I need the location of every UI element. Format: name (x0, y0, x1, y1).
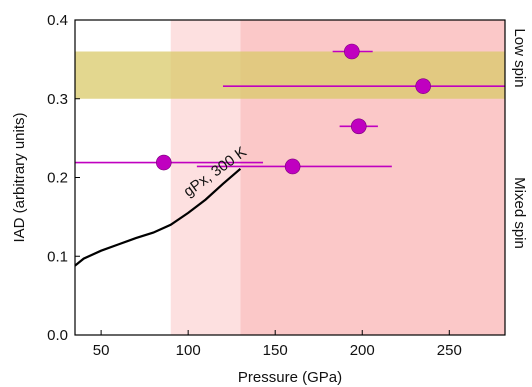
data-point-3 (350, 118, 367, 135)
x-tick-label: 100 (176, 342, 201, 359)
mixed-spin-label: Mixed spin (511, 177, 528, 249)
data-point-0 (155, 154, 172, 171)
data-point-4 (415, 78, 431, 94)
shaded-iad-band-2 (75, 51, 505, 99)
y-tick-label: 0.2 (47, 170, 68, 187)
data-point-1 (284, 158, 301, 175)
shaded-regions (75, 20, 505, 335)
y-tick-label: 0.3 (47, 91, 68, 108)
x-tick-label: 150 (263, 342, 288, 359)
y-axis-label: IAD (arbitrary units) (11, 112, 28, 242)
y-axis-ticks: 0.0 0.1 0.2 0.3 0.4 (47, 12, 80, 344)
data-point-2 (344, 43, 360, 60)
curve-layer (75, 167, 242, 267)
y-tick-label: 0.4 (47, 12, 68, 29)
y-tick-label: 0.1 (47, 248, 68, 265)
x-axis-label: Pressure (GPa) (238, 369, 342, 386)
x-tick-label: 200 (350, 342, 375, 359)
x-axis-ticks: 50 100 150 200 250 (93, 330, 462, 359)
low-spin-label: Low spin (511, 28, 528, 87)
data-points (155, 43, 431, 175)
y-tick-label: 0.0 (47, 327, 68, 344)
x-tick-label: 50 (93, 342, 110, 359)
gpx-curve (75, 167, 242, 267)
x-tick-label: 250 (437, 342, 462, 359)
